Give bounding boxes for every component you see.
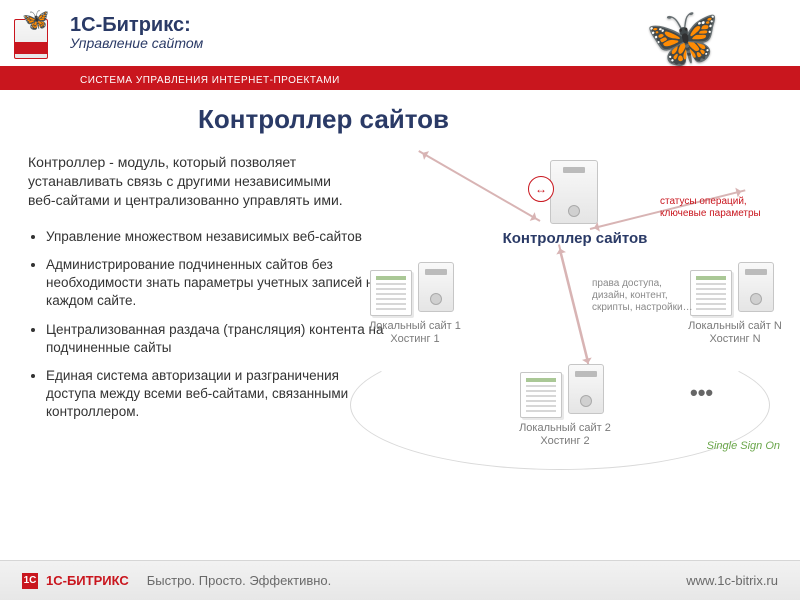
controller-label: Контроллер сайтов (480, 230, 670, 248)
site2-label: Локальный сайт 2 Хостинг 2 (510, 422, 620, 448)
footer-tagline: Быстро. Просто. Эффективно. (147, 573, 332, 588)
footer-logo-icon: 1C (22, 573, 38, 589)
header: 🦋 1С-Битрикс: Управление сайтом 🦋 (0, 0, 800, 70)
intro-paragraph: Контроллер - модуль, который позволяет у… (28, 153, 358, 210)
red-strip: СИСТЕМА УПРАВЛЕНИЯ ИНТЕРНЕТ-ПРОЕКТАМИ (0, 70, 800, 90)
controller-badge-icon: ↔ (528, 176, 554, 202)
diagram: ↔ Контроллер сайтов Локальный сайт 1 Хос… (360, 150, 790, 510)
butterfly-small-icon: 🦋 (22, 7, 49, 33)
brand-line1: 1С-Битрикс: (70, 14, 203, 36)
content-area: Контроллер сайтов Контроллер - модуль, к… (0, 90, 800, 560)
brand-text: 1С-Битрикс: Управление сайтом (70, 14, 203, 51)
footer-url: www.1c-bitrix.ru (686, 573, 778, 588)
arrow-to-site1 (418, 150, 540, 222)
brand-line2: Управление сайтом (70, 36, 203, 51)
page-title: Контроллер сайтов (198, 104, 800, 135)
site1-page-icon (370, 270, 412, 316)
list-item: Централизованная раздача (трансляция) ко… (46, 321, 386, 357)
footer-brand: 1С-БИТРИКС (46, 573, 129, 588)
butterfly-large-icon: 🦋 (645, 2, 720, 73)
site2-page-icon (520, 372, 562, 418)
strip-text: СИСТЕМА УПРАВЛЕНИЯ ИНТЕРНЕТ-ПРОЕКТАМИ (80, 75, 340, 86)
list-item: Администрирование подчиненных сайтов без… (46, 256, 386, 311)
status-label: статусы операций, ключевые параметры (660, 196, 790, 220)
rights-label: права доступа, дизайн, контент, скрипты,… (592, 278, 712, 314)
ellipsis-dots: ••• (690, 380, 713, 406)
bullet-list: Управление множеством независимых веб-са… (46, 228, 386, 422)
siteN-server-icon (738, 262, 774, 312)
sso-label: Single Sign On (660, 440, 780, 453)
product-box-icon: 🦋 (14, 9, 56, 57)
footer: 1C 1С-БИТРИКС Быстро. Просто. Эффективно… (0, 560, 800, 600)
controller-server-icon (550, 160, 598, 224)
site1-label: Локальный сайт 1 Хостинг 1 (360, 320, 470, 346)
list-item: Управление множеством независимых веб-са… (46, 228, 386, 246)
siteN-label: Локальный сайт N Хостинг N (680, 320, 790, 346)
site1-server-icon (418, 262, 454, 312)
list-item: Единая система авторизации и разграничен… (46, 367, 386, 422)
site2-server-icon (568, 364, 604, 414)
